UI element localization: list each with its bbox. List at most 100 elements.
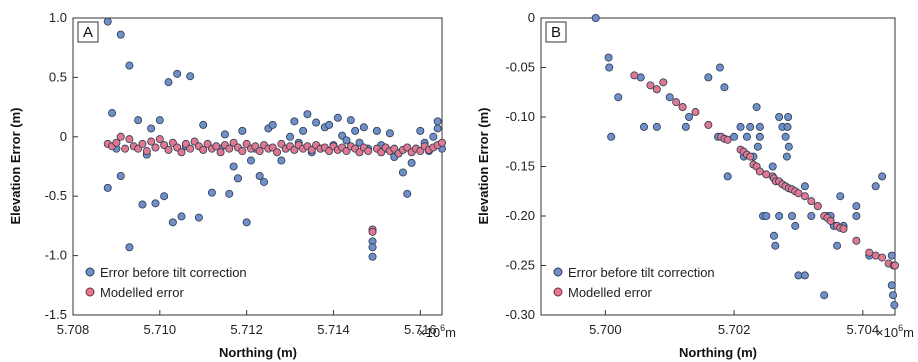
legend-label-modelled-a: Modelled error xyxy=(100,285,184,300)
point-modelled-a xyxy=(121,144,130,153)
point-before-correction-b xyxy=(604,53,613,62)
legend-marker-modelled-a xyxy=(85,287,95,297)
point-before-correction-b xyxy=(715,63,724,72)
point-modelled-b xyxy=(826,216,835,225)
point-before-correction-b xyxy=(742,132,751,141)
point-modelled-b xyxy=(630,71,639,80)
y-ticks-a: 1.0 0.5 0 -0.5 -1.0 -1.5 xyxy=(45,10,78,322)
legend-label-before-b: Error before tilt correction xyxy=(568,265,715,280)
point-before-correction-a xyxy=(138,200,147,209)
point-before-correction-b xyxy=(769,231,778,240)
point-modelled-a xyxy=(437,138,446,147)
y-tick-label-b: -0.10 xyxy=(505,109,535,124)
x-ticks-b: 5.700 5.702 5.704 xyxy=(589,310,879,337)
point-before-correction-b xyxy=(775,113,784,122)
x-tick-label-b: 5.700 xyxy=(589,322,622,337)
x-tick-label-b: 5.702 xyxy=(718,322,751,337)
point-before-correction-a xyxy=(303,110,312,119)
point-before-correction-b xyxy=(783,122,792,131)
point-before-correction-b xyxy=(871,182,880,191)
point-before-correction-a xyxy=(429,132,438,141)
x-tick-label-a: 5.708 xyxy=(57,322,90,337)
point-before-correction-b xyxy=(852,211,861,220)
point-before-correction-b xyxy=(614,93,623,102)
point-before-correction-a xyxy=(299,126,308,135)
point-before-correction-a xyxy=(351,126,360,135)
panel-label-a: A xyxy=(83,24,93,41)
plot-area-a xyxy=(72,17,443,316)
point-modelled-b xyxy=(704,120,713,129)
point-before-correction-b xyxy=(704,73,713,82)
point-before-correction-a xyxy=(173,69,182,78)
y-tick-label-b: 0 xyxy=(528,10,535,25)
legend-marker-before-a xyxy=(85,267,95,277)
point-before-correction-b xyxy=(820,291,829,300)
points-b xyxy=(591,13,900,310)
x-tick-label-a: 5.712 xyxy=(230,322,263,337)
y-tick-label-a: 1.0 xyxy=(49,10,67,25)
x-axis-label-b: Northing (m) xyxy=(679,345,757,360)
point-before-correction-a xyxy=(368,252,377,261)
x-multiplier-text-a: ×106m xyxy=(418,323,456,340)
point-modelled-a xyxy=(225,144,234,153)
point-modelled-a xyxy=(238,147,247,156)
point-before-correction-a xyxy=(277,156,286,165)
point-modelled-a xyxy=(199,145,208,154)
point-before-correction-b xyxy=(755,122,764,131)
point-before-correction-b xyxy=(591,13,600,22)
point-before-correction-a xyxy=(168,218,177,227)
point-modelled-b xyxy=(746,152,755,161)
y-tick-label-b: -0.30 xyxy=(505,307,535,322)
x-axis-label-a: Northing (m) xyxy=(219,345,297,360)
point-before-correction-a xyxy=(134,116,143,125)
point-before-correction-a xyxy=(220,130,229,139)
point-before-correction-a xyxy=(260,177,269,186)
point-before-correction-a xyxy=(359,123,368,132)
y-tick-label-a: 0.5 xyxy=(49,69,67,84)
point-before-correction-a xyxy=(199,120,208,129)
legend-a: Error before tilt correction Modelled er… xyxy=(85,265,247,300)
point-modelled-b xyxy=(755,167,764,176)
point-before-correction-a xyxy=(108,109,117,118)
point-before-correction-a xyxy=(147,124,156,133)
point-before-correction-b xyxy=(800,271,809,280)
point-before-correction-b xyxy=(781,132,790,141)
point-modelled-b xyxy=(652,85,661,94)
point-before-correction-b xyxy=(768,162,777,171)
point-modelled-b xyxy=(723,135,732,144)
point-before-correction-a xyxy=(433,117,442,126)
point-before-correction-b xyxy=(685,113,694,122)
point-before-correction-b xyxy=(788,211,797,220)
point-before-correction-b xyxy=(889,291,898,300)
point-modelled-b xyxy=(794,189,803,198)
y-tick-label-b: -0.15 xyxy=(505,159,535,174)
y-tick-label-b: -0.20 xyxy=(505,208,535,223)
panel-label-box-a: A xyxy=(77,21,99,43)
point-before-correction-a xyxy=(233,174,242,183)
point-before-correction-a xyxy=(229,162,238,171)
point-before-correction-b xyxy=(607,132,616,141)
y-axis-label-a: Elevation Error (m) xyxy=(8,107,23,224)
x-multiplier-text-b: ×106m xyxy=(876,323,914,340)
point-before-correction-a xyxy=(403,189,412,198)
point-before-correction-a xyxy=(160,192,169,201)
point-modelled-a xyxy=(368,227,377,236)
point-before-correction-a xyxy=(116,172,125,181)
point-before-correction-a xyxy=(125,243,134,252)
point-modelled-b xyxy=(839,224,848,233)
x-tick-label-a: 5.714 xyxy=(317,322,350,337)
x-ticks-a: 5.708 5.710 5.712 5.714 5.716 xyxy=(57,310,437,337)
point-before-correction-a xyxy=(207,188,216,197)
point-before-correction-a xyxy=(186,72,195,81)
point-modelled-b xyxy=(813,202,822,211)
point-before-correction-b xyxy=(887,281,896,290)
legend-marker-modelled-b xyxy=(553,287,563,297)
x-multiplier-b: ×106m xyxy=(876,323,914,340)
point-modelled-a xyxy=(255,147,264,156)
point-before-correction-b xyxy=(784,113,793,122)
point-modelled-a xyxy=(147,137,156,146)
point-modelled-b xyxy=(659,78,668,87)
point-modelled-a xyxy=(216,148,225,157)
point-before-correction-a xyxy=(433,124,442,133)
